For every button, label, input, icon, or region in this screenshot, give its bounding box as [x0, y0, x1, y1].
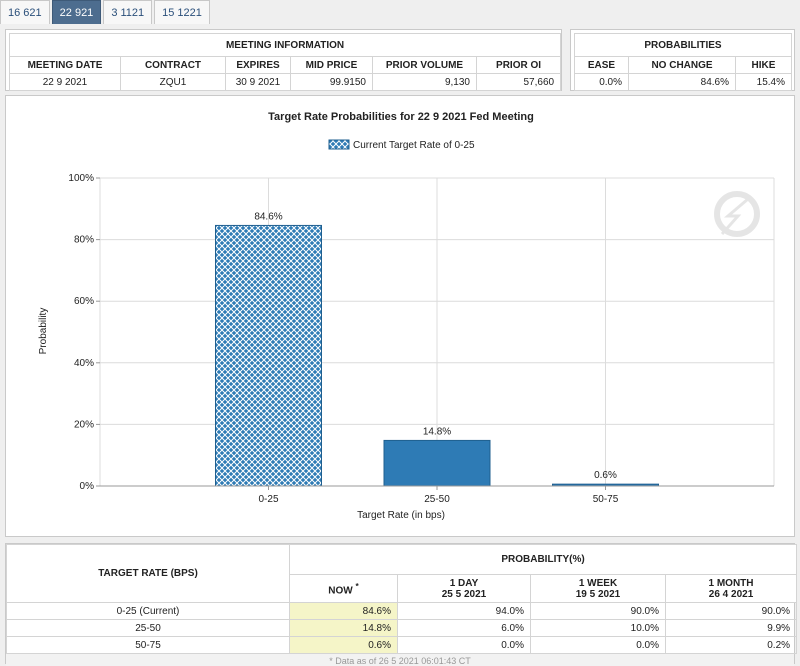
expires-value: 30 9 2021	[225, 73, 291, 91]
one-month-cell: 9.9%	[664, 619, 798, 637]
bar-25-50	[383, 439, 491, 487]
one-day-cell: 6.0%	[397, 619, 531, 637]
x-tick-label: 50-75	[593, 494, 619, 505]
probability-table: TARGET RATE (BPS) PROBABILITY(%) NOW * 1…	[6, 544, 798, 654]
chart-grid	[99, 177, 775, 487]
mid-price-value: 99.9150	[290, 73, 373, 91]
one-day-cell: 0.0%	[397, 636, 531, 654]
mid-price-header: MID PRICE	[290, 56, 373, 74]
probability-header: PROBABILITY(%)	[288, 544, 798, 575]
col-1week-header: 1 WEEK 19 5 2021	[530, 574, 666, 603]
col-now-header: NOW *	[289, 574, 398, 603]
legend-swatch	[328, 139, 350, 150]
col-1day-label: 1 DAY	[449, 577, 479, 589]
one-week-cell: 10.0%	[530, 619, 666, 637]
bar-value-label: 0.6%	[594, 470, 617, 481]
x-tick-label: 0-25	[258, 494, 278, 505]
no-change-value: 84.6%	[628, 73, 736, 91]
col-now-label: NOW	[328, 585, 353, 597]
now-cell: 0.6%	[289, 636, 398, 654]
one-month-cell: 90.0%	[664, 602, 798, 620]
col-1day-date: 25 5 2021	[441, 588, 487, 600]
contract-value: ZQU1	[120, 73, 226, 91]
y-tick-label: 40%	[74, 358, 94, 369]
ease-value: 0.0%	[574, 73, 629, 91]
probabilities-title: PROBABILITIES	[574, 33, 792, 57]
prior-oi-header: PRIOR OI	[475, 56, 562, 74]
probabilities-panel: PROBABILITIES EASE NO CHANGE HIKE 0.0% 8…	[570, 29, 795, 91]
tab-meeting-4[interactable]: 15 1221	[154, 0, 210, 24]
col-1day-header: 1 DAY 25 5 2021	[397, 574, 531, 603]
prior-volume-value: 9,130	[372, 73, 477, 91]
ease-header: EASE	[574, 56, 629, 74]
chart-legend: Current Target Rate of 0-25	[328, 139, 475, 151]
one-month-cell: 0.2%	[664, 636, 798, 654]
col-1month-date: 26 4 2021	[708, 588, 754, 600]
contract-header: CONTRACT	[120, 56, 226, 74]
no-change-header: NO CHANGE	[628, 56, 736, 74]
hike-header: HIKE	[735, 56, 792, 74]
y-tick-label: 20%	[74, 419, 94, 430]
prior-volume-header: PRIOR VOLUME	[372, 56, 477, 74]
col-1month-header: 1 MONTH 26 4 2021	[664, 574, 798, 603]
probability-chart: Target Rate Probabilities for 22 9 2021 …	[38, 111, 775, 521]
legend-label: Current Target Rate of 0-25	[353, 140, 475, 151]
col-1week-date: 19 5 2021	[575, 588, 621, 600]
prior-oi-value: 57,660	[475, 73, 562, 91]
rate-cell: 50-75	[6, 636, 290, 654]
bar-0-25	[215, 224, 322, 487]
probability-table-panel: TARGET RATE (BPS) PROBABILITY(%) NOW * 1…	[5, 543, 798, 666]
y-tick-label: 100%	[68, 173, 94, 184]
y-tick-label: 80%	[74, 235, 94, 246]
hike-value: 15.4%	[735, 73, 792, 91]
now-cell: 84.6%	[289, 602, 398, 620]
meeting-info-panel: MEETING INFORMATION MEETING DATE CONTRAC…	[5, 29, 562, 91]
chart-panel: Target Rate Probabilities for 22 9 2021 …	[5, 95, 795, 537]
rate-cell: 0-25 (Current)	[6, 602, 290, 620]
y-axis-title: Probability	[38, 308, 49, 355]
chart-title: Target Rate Probabilities for 22 9 2021 …	[268, 111, 534, 123]
meeting-info-title: MEETING INFORMATION	[8, 33, 562, 57]
col-1month-label: 1 MONTH	[708, 577, 754, 589]
rate-cell: 25-50	[6, 619, 290, 637]
x-tick-label: 25-50	[424, 494, 450, 505]
table-row: 0-25 (Current) 84.6% 94.0% 90.0% 90.0%	[6, 602, 798, 620]
tab-meeting-2[interactable]: 22 921	[51, 0, 102, 24]
bar-value-label: 14.8%	[423, 426, 451, 437]
expires-header: EXPIRES	[225, 56, 291, 74]
one-day-cell: 94.0%	[397, 602, 531, 620]
x-axis-title: Target Rate (in bps)	[357, 510, 445, 521]
meeting-date-value: 22 9 2021	[9, 73, 121, 91]
target-rate-header: TARGET RATE (BPS)	[6, 544, 290, 603]
col-1week-label: 1 WEEK	[578, 577, 618, 589]
data-timestamp-note: * Data as of 26 5 2021 06:01:43 CT	[6, 654, 794, 666]
chart-bars: 84.6% 14.8% 0.6%	[215, 211, 659, 487]
y-axis: 0% 20% 40% 60% 80% 100%	[68, 173, 100, 492]
y-tick-label: 0%	[80, 481, 95, 492]
x-axis: 0-25 25-50 50-75	[100, 485, 774, 505]
meeting-date-header: MEETING DATE	[9, 56, 121, 74]
now-cell: 14.8%	[289, 619, 398, 637]
watermark-logo	[714, 191, 760, 237]
table-row: 50-75 0.6% 0.0% 0.0% 0.2%	[6, 636, 798, 654]
table-row: 25-50 14.8% 6.0% 10.0% 9.9%	[6, 619, 798, 637]
one-week-cell: 0.0%	[530, 636, 666, 654]
tab-meeting-3[interactable]: 3 1121	[103, 0, 153, 24]
one-week-cell: 90.0%	[530, 602, 666, 620]
col-now-mark: *	[355, 580, 359, 591]
y-tick-label: 60%	[74, 296, 94, 307]
bar-value-label: 84.6%	[254, 211, 282, 222]
tab-meeting-1[interactable]: 16 621	[0, 0, 50, 24]
meeting-info-table: MEETING INFORMATION MEETING DATE CONTRAC…	[8, 33, 562, 91]
meeting-tabs: 16 621 22 921 3 1121 15 1221	[0, 0, 212, 24]
probabilities-table: PROBABILITIES EASE NO CHANGE HIKE 0.0% 8…	[574, 33, 792, 91]
